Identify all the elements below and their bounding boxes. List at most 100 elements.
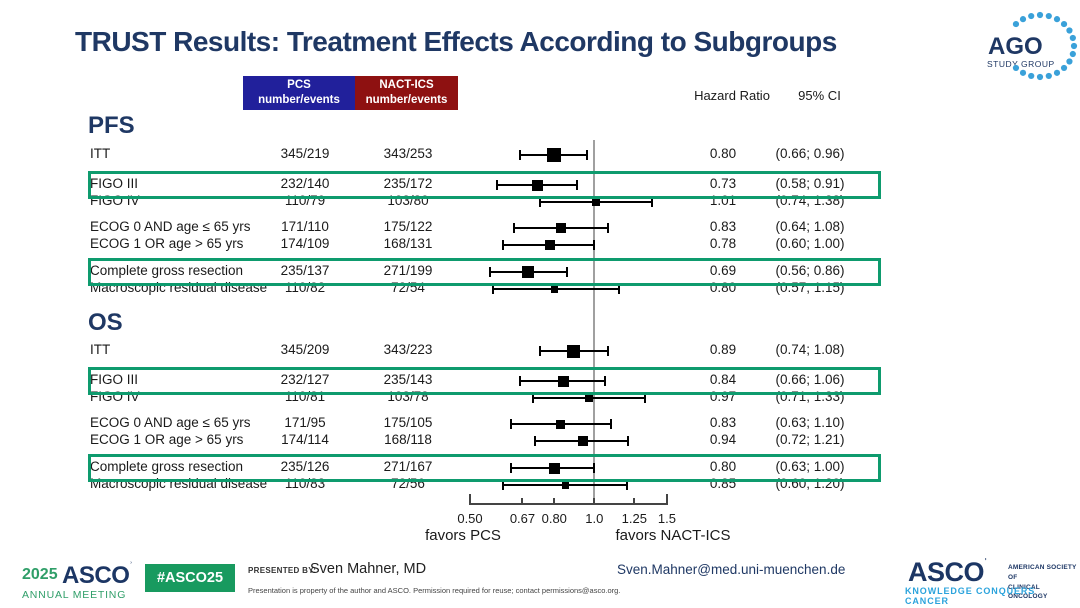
ci-cap-right [625, 480, 628, 490]
nact-number-events: 175/105 [383, 415, 433, 430]
nact-ics-column-header: NACT-ICS number/events [355, 76, 458, 110]
meeting-name: ANNUAL MEETING [22, 589, 127, 601]
hazard-ratio-value: 0.80 [709, 146, 737, 161]
ci-cap-left [534, 436, 537, 446]
confidence-interval-value: (0.66; 1.06) [775, 372, 845, 387]
ci-cap-right [576, 180, 579, 190]
favors-nact-ics-label: favors NACT-ICS [615, 527, 731, 544]
ci-cap-right [607, 346, 610, 356]
ago-study-group-logo: AGO STUDY GROUP [982, 10, 1078, 88]
ci-cap-left [489, 267, 492, 277]
asco-society-text: AMERICAN SOCIETY OF CLINICAL ONCOLOGY [1008, 563, 1080, 602]
hazard-ratio-value: 0.89 [709, 342, 737, 357]
nact-number-events: 235/143 [383, 372, 433, 387]
ci-cap-left [513, 223, 516, 233]
pcs-number-events: 174/114 [281, 432, 329, 447]
column-header-bar: PCS number/events NACT-ICS number/events [243, 76, 458, 110]
x-axis-tick-label: 0.67 [509, 511, 536, 526]
asco-society-line1: AMERICAN SOCIETY OF [1008, 564, 1077, 581]
ago-logo-dot [1070, 42, 1078, 50]
confidence-interval-value: (0.60; 1.00) [775, 236, 845, 251]
ci-cap-left [539, 346, 542, 356]
pcs-number-events: 235/137 [280, 263, 330, 278]
pcs-sublabel: number/events [258, 94, 340, 106]
ago-logo-dot [1053, 16, 1061, 23]
confidence-interval-value: (0.74; 1.08) [775, 342, 845, 357]
hazard-ratio-value: 0.84 [709, 372, 737, 387]
asco-society-line2: CLINICAL ONCOLOGY [1008, 583, 1048, 601]
row-label: ITT [90, 342, 111, 357]
nact-number-events: 271/167 [383, 459, 433, 474]
pcs-column-header: PCS number/events [243, 76, 355, 110]
asco-trademark-icon: ʾ [129, 561, 133, 572]
x-axis-tick-label: 1.0 [585, 511, 604, 526]
x-axis-tick-label: 1.5 [657, 511, 676, 526]
ci-cap-left [510, 419, 513, 429]
asco-tagline: KNOWLEDGE CONQUERS CANCER [905, 586, 1036, 606]
row-label: ECOG 1 OR age > 65 yrs [90, 236, 244, 251]
pcs-number-events: 171/95 [284, 415, 326, 430]
x-axis-line [470, 503, 667, 505]
nact-number-events: 168/131 [383, 236, 433, 251]
hr-point-marker [521, 266, 534, 278]
row-label: FIGO III [90, 176, 139, 191]
ago-logo-dot [1028, 12, 1035, 20]
ci-cap-right [627, 436, 630, 446]
highlight-box [88, 454, 881, 482]
hr-point-marker [561, 481, 569, 489]
ci-cap-right [607, 223, 610, 233]
ago-logo-dot [1045, 12, 1052, 20]
ci-cap-left [518, 376, 521, 386]
x-axis-tick [469, 494, 471, 505]
hazard-ratio-value: 0.78 [709, 236, 737, 251]
ago-logo-text: AGO [988, 33, 1043, 60]
row-label: ITT [90, 146, 111, 161]
ago-logo-dot [1012, 20, 1020, 28]
hr-point-marker [557, 375, 569, 387]
nact-number-events: 271/199 [383, 263, 433, 278]
pcs-number-events: 174/109 [280, 236, 330, 251]
hr-point-marker [544, 240, 555, 250]
nact-sublabel: number/events [365, 94, 448, 106]
x-axis-tick [521, 498, 524, 505]
ci-cap-right [610, 419, 613, 429]
page-title: TRUST Results: Treatment Effects Accordi… [75, 26, 837, 57]
ci-cap-right [603, 376, 606, 386]
x-axis-tick [665, 494, 668, 505]
confidence-interval-value: (0.64; 1.08) [775, 219, 845, 234]
ago-logo-dots-icon: AGO STUDY GROUP [987, 11, 1078, 81]
pcs-number-events: 345/209 [280, 342, 330, 357]
hr-point-marker [578, 436, 589, 446]
row-label: ECOG 0 AND age ≤ 65 yrs [90, 415, 251, 430]
presented-by-label: PRESENTED BY: [248, 566, 317, 575]
ago-logo-dot [1066, 27, 1073, 34]
ago-logo-dot [1012, 64, 1020, 72]
hr-point-marker [556, 419, 566, 429]
x-axis-tick-label: 0.50 [457, 511, 483, 526]
pcs-number-events: 345/219 [280, 146, 330, 161]
ci-cap-right [593, 463, 596, 473]
ci-cap-left [510, 463, 513, 473]
nact-number-events: 175/122 [383, 219, 433, 234]
section-label-os: OS [88, 309, 123, 336]
hr-point-marker [592, 198, 601, 206]
hr-point-marker [584, 394, 593, 402]
reference-line [593, 140, 596, 503]
presenter-email: Sven.Mahner@med.uni-muenchen.de [617, 562, 846, 577]
ago-logo-dot [1069, 34, 1076, 42]
nact-number-events: 343/253 [383, 146, 433, 161]
highlight-box [88, 171, 881, 199]
hr-point-marker [547, 148, 562, 162]
row-label: ECOG 1 OR age > 65 yrs [90, 432, 244, 447]
ago-logo-dot [1019, 16, 1027, 23]
annual-meeting-logo: 2025 ASCOʾ ANNUAL MEETING [22, 562, 133, 601]
row-label: ECOG 0 AND age ≤ 65 yrs [90, 219, 251, 234]
ci-cap-left [501, 240, 504, 250]
nact-label: NACT-ICS [379, 79, 434, 92]
ago-logo-dot [1036, 11, 1044, 19]
hr-point-marker [548, 462, 560, 474]
hr-point-marker [555, 223, 566, 233]
row-label: FIGO III [90, 372, 139, 387]
favors-pcs-label: favors PCS [425, 527, 501, 544]
